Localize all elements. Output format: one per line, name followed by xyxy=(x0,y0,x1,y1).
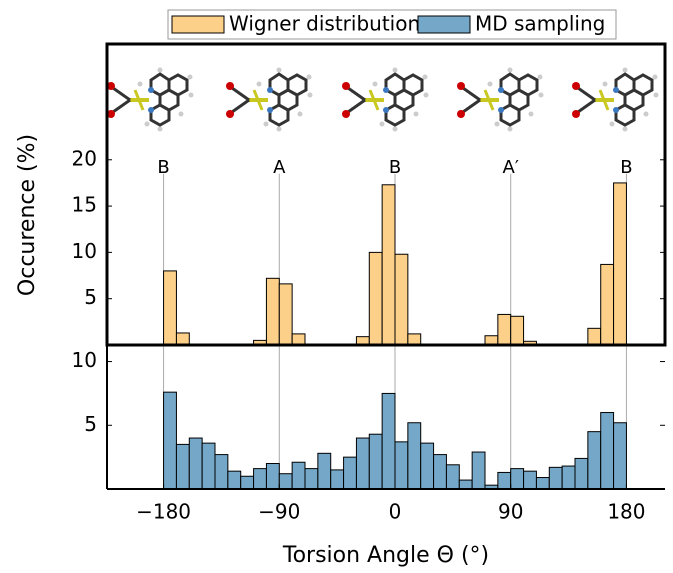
bar xyxy=(446,465,459,489)
bar xyxy=(331,470,344,489)
bar xyxy=(575,458,588,489)
bar xyxy=(434,455,447,489)
y-tick-label: 10 xyxy=(72,239,97,263)
bar xyxy=(498,314,511,345)
bar xyxy=(382,185,395,345)
bar xyxy=(176,333,189,345)
bar xyxy=(549,467,562,489)
bar xyxy=(524,471,537,489)
bar xyxy=(511,469,524,489)
bar xyxy=(614,423,627,489)
x-tick-label: 0 xyxy=(389,500,402,524)
bar xyxy=(601,264,614,345)
annotation: A′ xyxy=(503,157,519,178)
y-tick-label: 10 xyxy=(72,348,97,372)
bar xyxy=(266,464,279,489)
y-axis-label: Occurence (%) xyxy=(15,134,40,296)
bar xyxy=(395,254,408,345)
bar xyxy=(164,271,177,345)
bar xyxy=(228,471,241,489)
bar xyxy=(318,453,331,489)
molecule-icon xyxy=(572,68,659,132)
bar xyxy=(279,284,292,345)
legend-swatch xyxy=(418,16,470,33)
bar xyxy=(254,469,267,489)
bar xyxy=(562,466,575,489)
y-tick-label: 5 xyxy=(84,285,97,309)
bar xyxy=(279,474,292,489)
bar xyxy=(292,462,305,489)
bar xyxy=(498,472,511,489)
legend-label: Wigner distribution xyxy=(229,12,420,36)
bar xyxy=(408,423,421,489)
bar xyxy=(369,252,382,345)
bar xyxy=(241,476,254,489)
bar xyxy=(588,432,601,489)
legend: Wigner distribution MD sampling xyxy=(168,10,616,39)
bar xyxy=(344,457,357,489)
bar xyxy=(395,442,408,489)
legend-swatch xyxy=(172,16,224,33)
molecule-icon xyxy=(342,68,429,132)
bar xyxy=(459,480,472,489)
molecule-icon xyxy=(457,68,544,132)
y-tick-label: 5 xyxy=(84,412,97,436)
annotation: B xyxy=(157,157,169,178)
y-tick-label: 20 xyxy=(72,146,97,170)
molecules xyxy=(107,68,659,132)
bar xyxy=(369,434,382,489)
annotation: B xyxy=(389,157,401,178)
x-tick-label: −180 xyxy=(136,500,191,524)
annotation: B xyxy=(620,157,632,178)
bar xyxy=(292,334,305,345)
bar xyxy=(305,469,318,489)
bar xyxy=(511,316,524,345)
chart: Wigner distribution MD sampling Occurenc… xyxy=(0,0,673,573)
bar xyxy=(601,413,614,489)
bar xyxy=(614,183,627,345)
molecule-icon xyxy=(226,68,313,132)
bar xyxy=(266,278,279,345)
bar xyxy=(189,438,202,489)
x-tick-label: 90 xyxy=(498,500,523,524)
x-axis-label: Torsion Angle Θ (°) xyxy=(282,543,489,568)
bar xyxy=(536,478,549,489)
bar xyxy=(382,393,395,489)
bar xyxy=(215,455,228,489)
x-tick-label: −90 xyxy=(258,500,300,524)
annotation: A xyxy=(273,157,286,178)
y-tick-label: 15 xyxy=(72,193,97,217)
bar xyxy=(408,334,421,345)
bar xyxy=(164,392,177,489)
bar xyxy=(356,438,369,489)
x-tick-label: 180 xyxy=(607,500,645,524)
molecule-icon xyxy=(107,68,194,132)
bar xyxy=(176,444,189,489)
bar xyxy=(588,328,601,345)
bar xyxy=(472,452,485,489)
legend-label: MD sampling xyxy=(475,12,605,36)
bar xyxy=(202,443,215,489)
bar xyxy=(421,443,434,489)
